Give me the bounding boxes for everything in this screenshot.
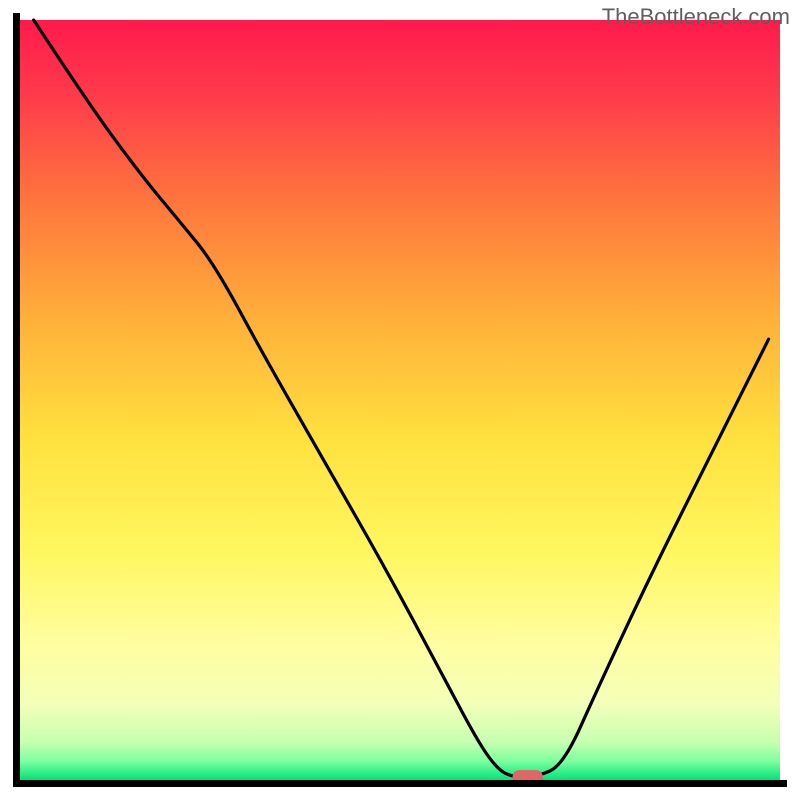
chart-container: TheBottleneck.com bbox=[0, 0, 800, 800]
plot-background bbox=[20, 20, 780, 780]
watermark-text: TheBottleneck.com bbox=[602, 4, 790, 30]
bottleneck-curve-chart bbox=[0, 0, 800, 800]
